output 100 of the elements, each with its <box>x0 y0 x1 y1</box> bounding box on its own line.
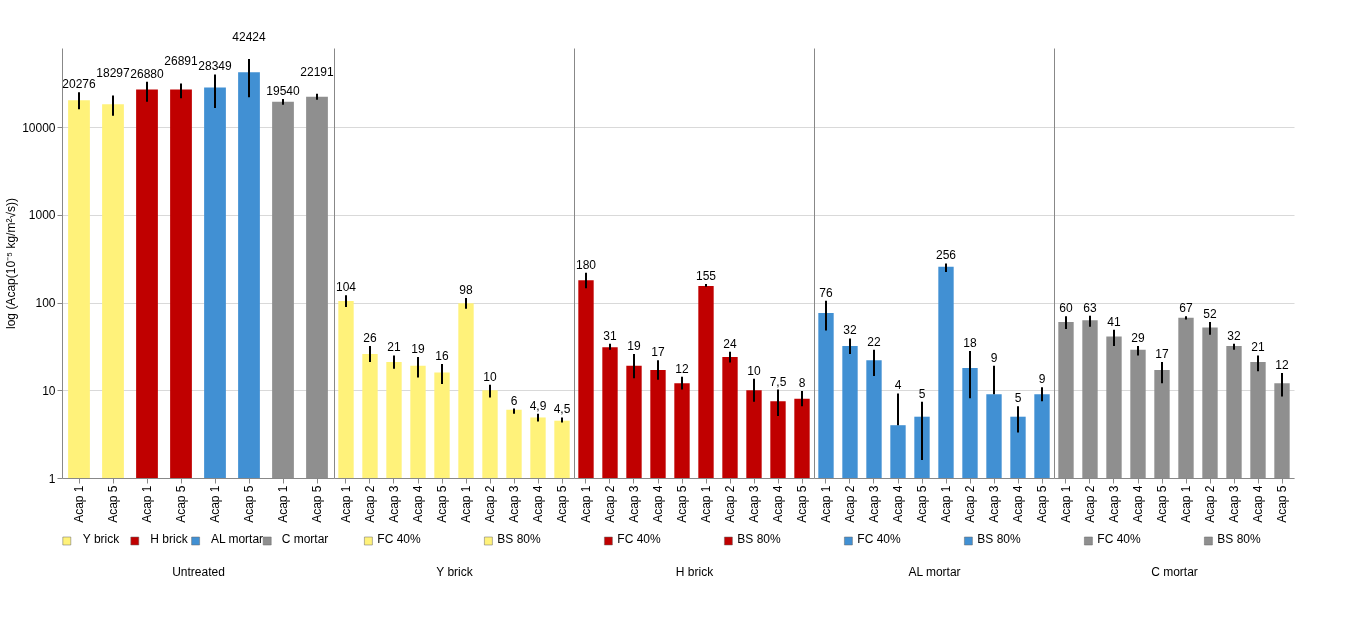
x-tick-label: Acap 4 <box>411 485 425 523</box>
data-label: 9 <box>1038 372 1046 387</box>
data-label: 12 <box>675 361 689 376</box>
x-tick-label: Acap 5 <box>915 485 929 523</box>
data-label: 8 <box>798 376 806 391</box>
data-label: 17 <box>651 345 665 360</box>
x-tick-label: Acap 5 <box>106 485 120 523</box>
x-axis-title: Untreated <box>172 564 225 579</box>
data-label: 10 <box>747 363 761 378</box>
data-label: 4,9 <box>529 398 547 413</box>
x-tick-label: Acap 3 <box>1227 485 1241 523</box>
data-label: 32 <box>1227 328 1241 343</box>
x-tick-label: Acap 2 <box>603 485 617 523</box>
data-label: 19540 <box>266 83 301 98</box>
x-tick-label: Acap 3 <box>387 485 401 523</box>
x-tick-label: Acap 1 <box>699 485 713 523</box>
data-label: 104 <box>335 280 357 295</box>
x-tick-label: Acap 4 <box>1131 485 1145 523</box>
data-label: 4,5 <box>553 402 571 417</box>
x-tick-label: Acap 4 <box>531 485 545 523</box>
data-label: 19 <box>627 338 641 353</box>
x-tick-label: Acap 3 <box>747 485 761 523</box>
data-label: 6 <box>510 393 518 408</box>
x-tick-label: Acap 4 <box>1011 485 1025 523</box>
data-label: 10 <box>483 369 497 384</box>
data-label: 5 <box>918 386 926 401</box>
x-axis-title: AL mortar <box>908 564 961 579</box>
x-tick-label: Acap 5 <box>555 485 569 523</box>
data-label: 32 <box>843 323 857 338</box>
x-tick-label: Acap 4 <box>891 485 905 523</box>
legend-label: H brick <box>150 532 189 546</box>
data-label: 9 <box>990 350 998 365</box>
x-tick-label: Acap 1 <box>72 485 86 523</box>
x-tick-label: Acap 5 <box>675 485 689 523</box>
x-tick-label: Acap 4 <box>1251 485 1265 523</box>
data-label: 52 <box>1203 307 1217 322</box>
x-tick-label: Acap 1 <box>276 485 290 523</box>
data-label: 28349 <box>198 59 233 74</box>
data-label: 180 <box>575 257 597 272</box>
data-label: 76 <box>819 285 833 300</box>
y-axis-title: log (Acap(10⁻⁵ kg/m²√s)) <box>4 198 19 329</box>
x-tick-label: Acap 1 <box>1059 485 1073 523</box>
x-tick-label: Acap 2 <box>963 485 977 523</box>
data-label: 42424 <box>232 29 267 44</box>
x-tick-label: Acap 3 <box>627 485 641 523</box>
legend-label: C mortar <box>281 532 329 546</box>
data-label: 26891 <box>164 54 199 69</box>
x-tick-label: Acap 2 <box>363 485 377 523</box>
x-tick-label: Acap 5 <box>795 485 809 523</box>
x-tick-label: Acap 1 <box>140 485 154 523</box>
x-tick-label: Acap 2 <box>1203 485 1217 523</box>
legend-label: BS 80% <box>497 532 542 546</box>
x-tick-label: Acap 3 <box>507 485 521 523</box>
data-label: 155 <box>695 268 717 283</box>
legend-label: BS 80% <box>977 532 1022 546</box>
data-label: 22191 <box>300 64 335 79</box>
data-label: 256 <box>935 248 957 263</box>
x-tick-label: Acap 1 <box>819 485 833 523</box>
data-label: 20276 <box>62 77 97 92</box>
data-label: 19 <box>411 341 425 356</box>
data-label: 5 <box>1014 391 1022 406</box>
data-label: 24 <box>723 336 737 351</box>
y-tick-label: 1 <box>48 471 56 486</box>
x-axis-title: H brick <box>675 564 715 579</box>
legend-label: FC 40% <box>1097 532 1141 546</box>
x-tick-label: Acap 1 <box>208 485 222 523</box>
x-tick-label: Acap 1 <box>579 485 593 523</box>
data-label: 7,5 <box>769 374 787 389</box>
x-tick-label: Acap 5 <box>435 485 449 523</box>
legend-label: Y brick <box>82 532 121 546</box>
data-label: 98 <box>459 282 473 297</box>
data-label: 63 <box>1083 300 1097 315</box>
text: FC 40% <box>377 532 421 546</box>
x-tick-label: Acap 3 <box>987 485 1001 523</box>
y-tick-label: 1000 <box>28 208 56 223</box>
x-tick-label: Acap 5 <box>310 485 324 523</box>
data-label: 41 <box>1107 314 1121 329</box>
x-tick-label: Acap 2 <box>483 485 497 523</box>
x-axis-title: C mortar <box>1151 564 1198 579</box>
x-tick-label: Acap 5 <box>1275 485 1289 523</box>
data-label: 67 <box>1179 301 1193 316</box>
data-label: 18 <box>963 336 977 351</box>
x-tick-label: Acap 1 <box>1179 485 1193 523</box>
data-label: 17 <box>1155 347 1169 362</box>
legend-label: FC 40% <box>857 532 901 546</box>
y-tick-label: 100 <box>35 296 56 311</box>
x-tick-label: Acap 1 <box>339 485 353 523</box>
data-label: 18297 <box>96 66 131 81</box>
legend-label: BS 80% <box>1217 532 1262 546</box>
data-label: 60 <box>1059 301 1073 316</box>
data-label: 4 <box>894 378 902 393</box>
x-tick-label: Acap 1 <box>939 485 953 523</box>
data-label: 26880 <box>130 66 165 81</box>
data-label: 21 <box>387 340 401 355</box>
data-label: 21 <box>1251 340 1265 355</box>
data-label: 16 <box>435 348 449 363</box>
x-tick-label: Acap 1 <box>459 485 473 523</box>
y-tick-label: 10000 <box>22 120 56 135</box>
x-tick-label: Acap 4 <box>651 485 665 523</box>
legend-label: BS 80% <box>737 532 782 546</box>
